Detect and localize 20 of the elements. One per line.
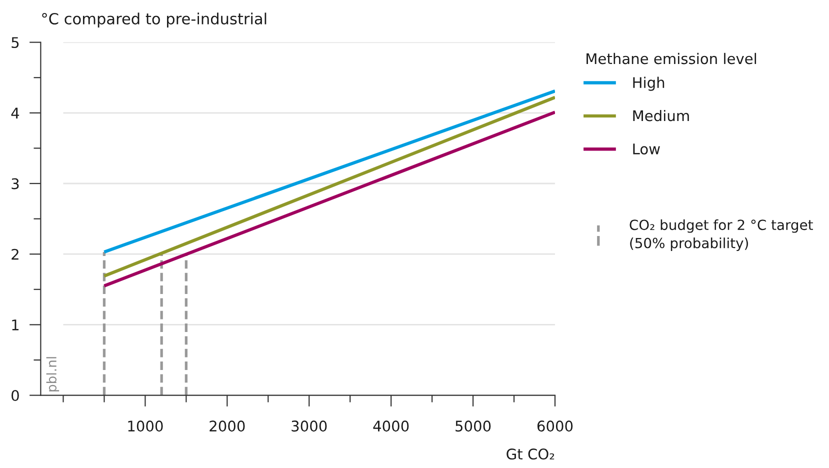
x-tick-label: 2000 xyxy=(210,420,245,432)
legend-label: High xyxy=(633,76,664,91)
legend-label: Medium xyxy=(633,110,689,122)
x-tick-label: 5000 xyxy=(456,420,491,432)
x-tick-label: 3000 xyxy=(292,420,327,432)
y-tick-label: 5 xyxy=(12,37,19,48)
y-axis-title: °C compared to pre-industrial xyxy=(42,12,266,28)
x-axis-title: Gt CO₂ xyxy=(506,448,554,460)
annotation: pbl.nl xyxy=(46,357,60,392)
x-tick-label: 4000 xyxy=(373,420,409,432)
y-tick-label: 3 xyxy=(12,178,19,190)
x-tick-label: 6000 xyxy=(537,420,573,432)
x-tick-label: 1000 xyxy=(128,420,163,432)
y-tick-label: 0 xyxy=(12,390,19,402)
legend-label: CO₂ budget for 2 °C target (50% probability) xyxy=(630,219,813,251)
y-tick-label: 2 xyxy=(12,248,18,260)
legend-label: Low xyxy=(633,144,660,154)
legend-title: Methane emission level xyxy=(586,52,756,64)
y-tick-label: 4 xyxy=(11,108,20,118)
y-tick-label: 1 xyxy=(12,320,19,330)
